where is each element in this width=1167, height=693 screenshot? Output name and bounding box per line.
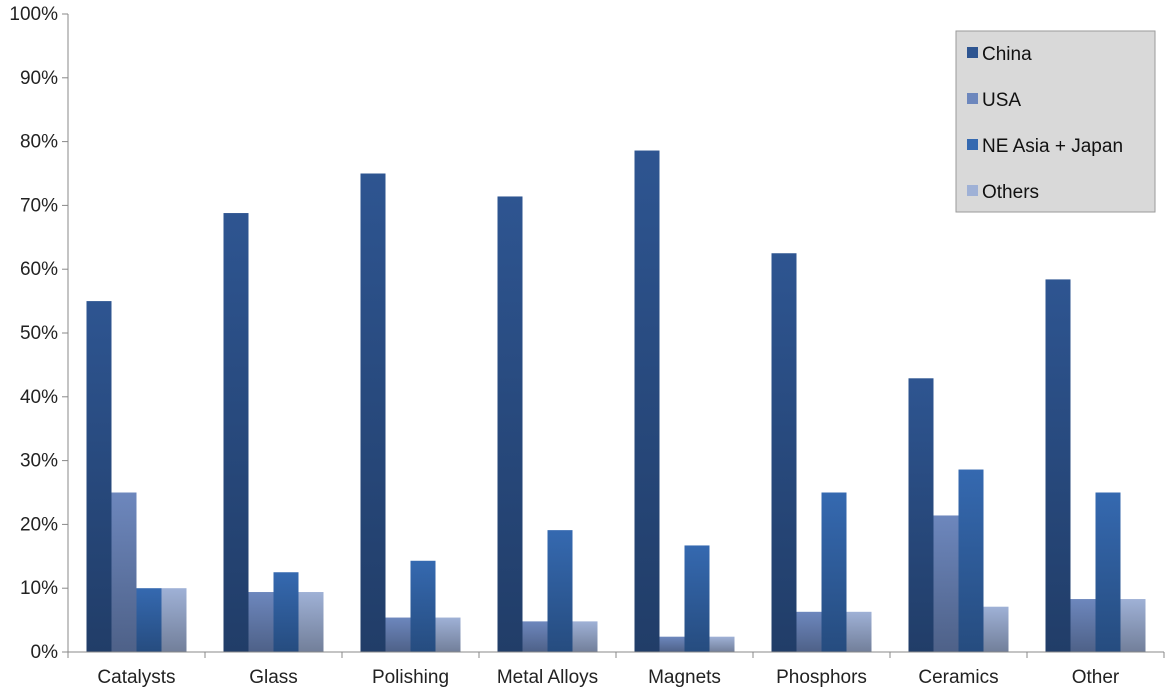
y-tick-label: 70% bbox=[20, 195, 58, 216]
bar-china-other bbox=[1045, 279, 1071, 652]
legend-swatch bbox=[967, 93, 978, 104]
bar-ne-asia-japan-metal-alloys bbox=[547, 530, 573, 652]
bar-ne-asia-japan-polishing bbox=[410, 560, 436, 652]
x-tick-label: Ceramics bbox=[918, 667, 998, 688]
legend-label: USA bbox=[982, 90, 1021, 111]
y-tick-label: 30% bbox=[20, 451, 58, 472]
legend-swatch bbox=[967, 47, 978, 58]
bar-china-metal-alloys bbox=[497, 196, 523, 652]
bar-others-magnets bbox=[709, 636, 735, 652]
bar-others-other bbox=[1120, 599, 1146, 652]
y-tick-label: 90% bbox=[20, 68, 58, 89]
legend-label: Others bbox=[982, 182, 1039, 203]
legend-box bbox=[955, 30, 1156, 213]
bar-usa-catalysts bbox=[111, 492, 137, 652]
bar-usa-glass bbox=[248, 592, 274, 652]
bar-ne-asia-japan-ceramics bbox=[958, 469, 984, 652]
y-tick-label: 10% bbox=[20, 578, 58, 599]
x-axis: Catalysts Glass Polishing Metal Alloys Magne… bbox=[67, 651, 1165, 688]
y-tick-label: 60% bbox=[20, 259, 58, 280]
bar-others-ceramics bbox=[983, 606, 1009, 652]
legend-swatch bbox=[967, 185, 978, 196]
y-tick-label: 40% bbox=[20, 387, 58, 408]
x-tick-label: Glass bbox=[249, 667, 298, 688]
bar-ne-asia-japan-catalysts bbox=[136, 588, 162, 652]
y-tick-label: 100% bbox=[9, 4, 58, 25]
y-tick-label: 50% bbox=[20, 323, 58, 344]
y-tick-label: 0% bbox=[31, 642, 59, 663]
bar-usa-other bbox=[1070, 599, 1096, 652]
bar-others-phosphors bbox=[846, 611, 872, 652]
x-tick-label: Polishing bbox=[372, 667, 449, 688]
x-tick-label: Magnets bbox=[648, 667, 721, 688]
x-tick-label: Catalysts bbox=[97, 667, 175, 688]
legend-label: China bbox=[982, 44, 1032, 65]
y-axis: 0% 10% 20% 30% 40% 50% 60% 70% 80% 90% 100% bbox=[9, 4, 69, 663]
bar-others-catalysts bbox=[161, 588, 187, 652]
bar-usa-phosphors bbox=[796, 611, 822, 652]
x-tick-label: Phosphors bbox=[776, 667, 867, 688]
bar-usa-ceramics bbox=[933, 515, 959, 652]
x-tick-label: Metal Alloys bbox=[497, 667, 598, 688]
bar-china-phosphors bbox=[771, 253, 797, 652]
x-tick-label: Other bbox=[1072, 667, 1120, 688]
y-tick-label: 20% bbox=[20, 514, 58, 535]
bar-china-ceramics bbox=[908, 378, 934, 652]
legend: China USA NE Asia + Japan Others bbox=[955, 30, 1156, 213]
bar-others-metal-alloys bbox=[572, 621, 598, 652]
bar-usa-metal-alloys bbox=[522, 621, 548, 652]
bar-china-polishing bbox=[360, 173, 386, 652]
bar-ne-asia-japan-phosphors bbox=[821, 492, 847, 652]
bar-ne-asia-japan-magnets bbox=[684, 545, 710, 652]
bar-others-glass bbox=[298, 592, 324, 652]
bar-china-magnets bbox=[634, 150, 660, 653]
legend-label: NE Asia + Japan bbox=[982, 136, 1123, 157]
bars bbox=[86, 150, 1146, 653]
bar-usa-polishing bbox=[385, 617, 411, 652]
bar-ne-asia-japan-other bbox=[1095, 492, 1121, 652]
legend-swatch bbox=[967, 139, 978, 150]
bar-china-catalysts bbox=[86, 301, 112, 652]
bar-ne-asia-japan-glass bbox=[273, 572, 299, 652]
bar-china-glass bbox=[223, 213, 249, 652]
bar-usa-magnets bbox=[659, 636, 685, 652]
bar-others-polishing bbox=[435, 617, 461, 652]
y-tick-label: 80% bbox=[20, 132, 58, 153]
